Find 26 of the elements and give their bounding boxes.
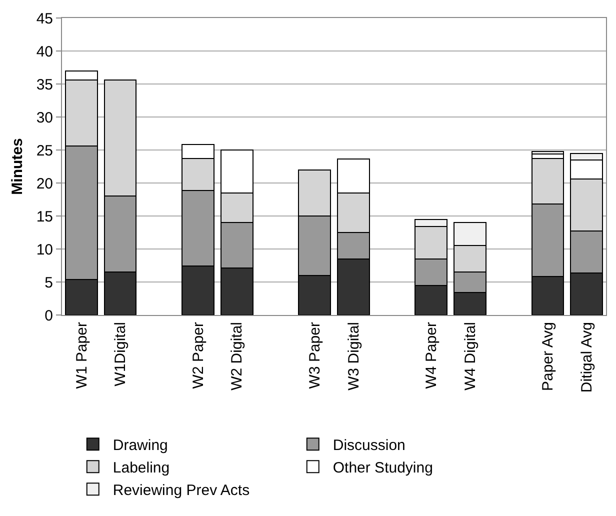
x-tick-label: W2 Paper xyxy=(190,322,207,389)
y-axis-title: Minutes xyxy=(9,138,26,195)
y-tick-label: 20 xyxy=(36,175,53,192)
y-tick-label: 45 xyxy=(36,10,53,28)
legend-label: Discussion xyxy=(332,436,406,454)
y-tick-label: 40 xyxy=(36,43,53,60)
y-tick-label: 30 xyxy=(36,109,53,126)
y-tick-label: 15 xyxy=(36,208,53,226)
x-tick-label: W1Digital xyxy=(112,322,130,386)
y-tick-label: 5 xyxy=(44,274,53,292)
x-tick-label: Paper Avg xyxy=(540,322,557,391)
x-tick-label: W3 Digital xyxy=(345,322,362,390)
y-tick-label: 0 xyxy=(44,307,53,324)
x-tick-label: Ditigal Avg xyxy=(578,322,596,393)
legend-label: Reviewing Prev Acts xyxy=(112,482,250,499)
legend-label: Drawing xyxy=(112,436,168,454)
legend-label: Labeling xyxy=(112,459,170,476)
y-tick-label: 10 xyxy=(36,241,53,258)
x-tick-label: W4 Paper xyxy=(423,322,440,389)
y-tick-label: 25 xyxy=(36,142,53,160)
x-tick-label: W4 Digital xyxy=(462,322,479,390)
y-tick-label: 35 xyxy=(36,76,53,94)
x-tick-label: W1 Paper xyxy=(73,322,90,389)
legend-label: Other Studying xyxy=(332,459,433,476)
x-tick-label: W2 Digital xyxy=(228,322,246,390)
x-tick-label: W3 Paper xyxy=(306,322,324,389)
